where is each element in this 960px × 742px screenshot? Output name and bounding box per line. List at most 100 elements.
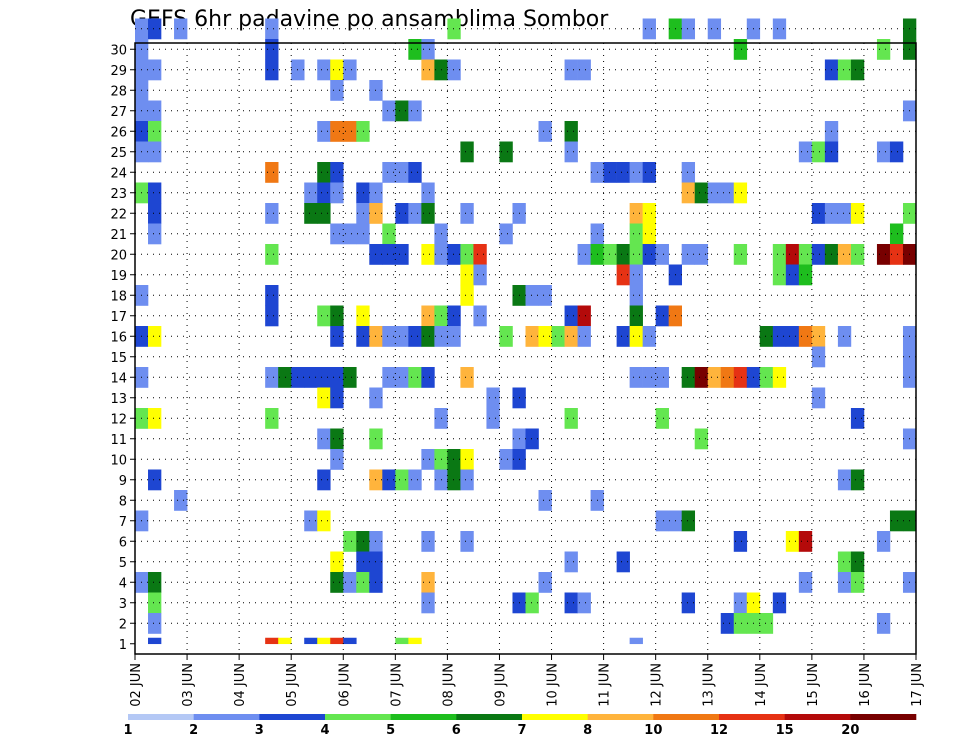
heatmap-cell xyxy=(564,305,578,327)
heatmap-cell xyxy=(395,367,409,388)
heatmap-cell xyxy=(876,613,891,634)
heatmap-cell xyxy=(148,121,162,142)
heatmap-cell xyxy=(343,223,357,245)
heatmap-cell xyxy=(811,387,826,409)
heatmap-cell xyxy=(629,637,643,645)
colorbar-tick-label: 12 xyxy=(710,723,728,738)
heatmap-cell xyxy=(564,121,578,142)
heatmap-cell xyxy=(330,572,344,593)
heatmap-cell xyxy=(681,367,696,388)
heatmap-cell xyxy=(304,367,318,388)
heatmap-cell xyxy=(499,449,513,470)
heatmap-cell xyxy=(330,80,344,101)
heatmap-cell xyxy=(811,141,826,163)
colorbar: 1 2 3 4 5 6 7 8 10 12 15 20 xyxy=(123,714,917,738)
y-tick-label: 17 xyxy=(110,310,127,325)
heatmap-cell xyxy=(317,367,331,388)
x-tick-label: 09 JUN xyxy=(493,663,508,707)
y-tick-label: 4 xyxy=(119,576,127,591)
y-tick-label: 30 xyxy=(110,43,127,58)
heatmap-cell xyxy=(382,100,396,122)
colorbar-tick-label: 15 xyxy=(776,723,794,738)
heatmap-cell xyxy=(317,637,331,645)
heatmap-cell xyxy=(278,367,292,388)
heatmap-cell xyxy=(733,367,748,388)
colorbar-tick-label: 3 xyxy=(255,723,264,738)
heatmap-cell xyxy=(395,162,409,183)
heatmap-cell xyxy=(473,244,487,265)
heatmap-cell xyxy=(772,326,787,347)
heatmap-cell xyxy=(421,326,435,347)
heatmap-cell xyxy=(798,141,813,163)
heatmap-cell xyxy=(733,244,748,265)
colorbar-tick-label: 10 xyxy=(644,723,662,738)
heatmap-cell xyxy=(317,59,331,81)
heatmap-cell xyxy=(564,141,578,163)
heatmap-cell xyxy=(148,141,162,163)
heatmap-cell xyxy=(616,264,630,286)
heatmap-cell xyxy=(876,531,891,552)
colorbar-tick-label: 2 xyxy=(189,723,198,738)
heatmap-cell xyxy=(421,449,435,470)
heatmap-cell xyxy=(538,326,552,347)
heatmap-cell xyxy=(538,490,552,511)
heatmap-cell xyxy=(759,326,774,347)
heatmap-cell xyxy=(148,408,162,429)
heatmap-cell xyxy=(850,244,865,265)
heatmap-cell xyxy=(733,182,748,204)
heatmap-cell xyxy=(629,223,643,245)
x-tick-label: 05 JUN xyxy=(285,663,300,707)
heatmap-cell xyxy=(174,490,188,511)
plot-frame xyxy=(134,42,917,655)
heatmap-cell xyxy=(447,469,461,491)
heatmap-cell xyxy=(694,244,709,265)
colorbar-tick-label: 7 xyxy=(517,723,526,738)
heatmap-cell xyxy=(629,244,643,265)
heatmap-cell xyxy=(265,162,279,183)
y-tick-label: 18 xyxy=(110,289,127,304)
y-tick-label: 11 xyxy=(110,433,127,448)
heatmap-cell xyxy=(148,572,162,593)
colorbar-swatch xyxy=(719,714,785,720)
heatmap-cell xyxy=(837,469,852,491)
heatmap-cell xyxy=(265,285,279,306)
x-axis: 02 JUN 03 JUN 04 JUN 05 JUN 06 JUN 07 JUN 08 J… xyxy=(129,654,925,707)
heatmap-cells xyxy=(135,18,917,645)
y-tick-label: 8 xyxy=(119,494,127,509)
heatmap-cell xyxy=(733,39,748,60)
heatmap-cell xyxy=(733,531,748,552)
y-tick-label: 9 xyxy=(119,474,127,489)
heatmap-cell xyxy=(642,18,656,40)
y-tick-label: 1 xyxy=(119,638,127,653)
heatmap-cell xyxy=(317,203,331,224)
heatmap-cell xyxy=(343,367,357,388)
heatmap-cell xyxy=(655,305,669,327)
y-tick-label: 12 xyxy=(110,412,127,427)
heatmap-cell xyxy=(642,162,656,183)
heatmap-cell xyxy=(538,121,552,142)
heatmap-cell xyxy=(148,182,162,204)
heatmap-cell xyxy=(421,59,435,81)
heatmap-cell xyxy=(616,162,630,183)
heatmap-cell xyxy=(473,264,487,286)
x-tick-label: 17 JUN xyxy=(910,663,925,707)
x-tick-label: 14 JUN xyxy=(754,663,769,707)
heatmap-cell xyxy=(837,59,852,81)
colorbar-tick-label: 4 xyxy=(320,723,329,738)
heatmap-cell xyxy=(148,637,162,645)
heatmap-cell xyxy=(538,285,552,306)
heatmap-cell xyxy=(681,510,696,532)
heatmap-cell xyxy=(629,305,643,327)
heatmap-cell xyxy=(408,367,422,388)
heatmap-cell xyxy=(148,100,162,122)
y-tick-label: 13 xyxy=(110,392,127,407)
heatmap-cell xyxy=(148,469,162,491)
heatmap-cell xyxy=(850,408,865,429)
heatmap-cell xyxy=(642,244,656,265)
heatmap-cell xyxy=(304,203,318,224)
heatmap-cell xyxy=(408,326,422,347)
heatmap-cell xyxy=(889,244,904,265)
heatmap-cell xyxy=(460,449,474,470)
heatmap-cell xyxy=(343,637,357,645)
